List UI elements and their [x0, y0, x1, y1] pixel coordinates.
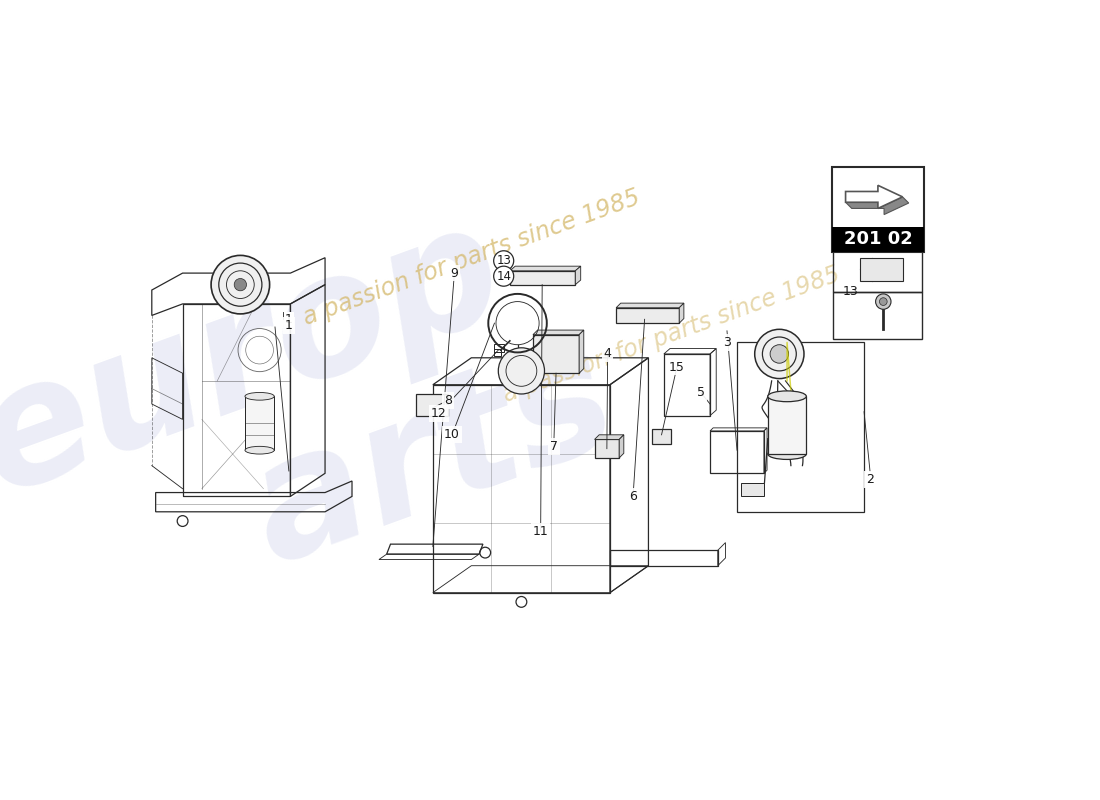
Ellipse shape	[768, 449, 806, 459]
Text: 1: 1	[285, 319, 293, 332]
Text: 14: 14	[843, 239, 858, 252]
Polygon shape	[580, 330, 584, 373]
Bar	[834, 292, 922, 338]
Text: arts: arts	[230, 318, 636, 598]
Polygon shape	[534, 330, 584, 334]
Text: 13: 13	[843, 285, 858, 298]
Ellipse shape	[768, 391, 806, 402]
Text: 7: 7	[550, 440, 558, 453]
Bar	[737, 342, 865, 512]
Text: 4: 4	[604, 347, 612, 361]
Polygon shape	[619, 435, 624, 458]
Bar	[245, 396, 274, 450]
Circle shape	[876, 294, 891, 310]
Text: 15: 15	[669, 361, 685, 374]
Text: 10: 10	[444, 428, 460, 442]
Text: 201 02: 201 02	[844, 230, 912, 248]
Text: 14: 14	[496, 270, 512, 282]
Ellipse shape	[245, 393, 274, 400]
Ellipse shape	[245, 446, 274, 454]
Text: 3: 3	[723, 336, 730, 349]
Circle shape	[494, 266, 514, 286]
Bar	[652, 429, 671, 444]
Polygon shape	[846, 197, 909, 214]
Circle shape	[234, 278, 246, 291]
Text: 5: 5	[696, 386, 705, 399]
Text: 6: 6	[629, 490, 637, 503]
Bar	[768, 396, 806, 454]
Polygon shape	[680, 303, 684, 323]
Circle shape	[498, 348, 544, 394]
Text: 2: 2	[867, 473, 875, 486]
Text: europ: europ	[0, 187, 526, 528]
Polygon shape	[616, 303, 684, 308]
Text: 8: 8	[444, 394, 452, 406]
Circle shape	[880, 298, 888, 306]
Bar	[832, 167, 924, 251]
Bar	[832, 227, 924, 251]
Polygon shape	[575, 266, 581, 285]
Text: 11: 11	[532, 525, 549, 538]
Bar	[534, 334, 580, 373]
Bar	[616, 308, 680, 323]
Circle shape	[494, 250, 514, 270]
Text: 2: 2	[867, 473, 875, 486]
Text: 13: 13	[496, 254, 512, 267]
Text: a passion for parts since 1985: a passion for parts since 1985	[299, 186, 644, 330]
Bar	[594, 439, 619, 458]
Circle shape	[770, 345, 789, 363]
Text: 1: 1	[285, 313, 293, 326]
Text: 12: 12	[431, 406, 447, 420]
Bar	[834, 246, 922, 292]
Bar	[711, 431, 763, 474]
Circle shape	[211, 255, 270, 314]
Text: a passion for parts since 1985: a passion for parts since 1985	[499, 262, 844, 407]
Polygon shape	[846, 186, 902, 209]
Circle shape	[755, 330, 804, 378]
Text: 9: 9	[451, 266, 459, 280]
Bar	[510, 270, 575, 285]
Bar	[664, 354, 711, 415]
Bar	[416, 394, 449, 415]
Bar	[860, 258, 902, 281]
Bar	[741, 482, 763, 496]
Polygon shape	[510, 266, 581, 270]
Polygon shape	[594, 435, 624, 439]
